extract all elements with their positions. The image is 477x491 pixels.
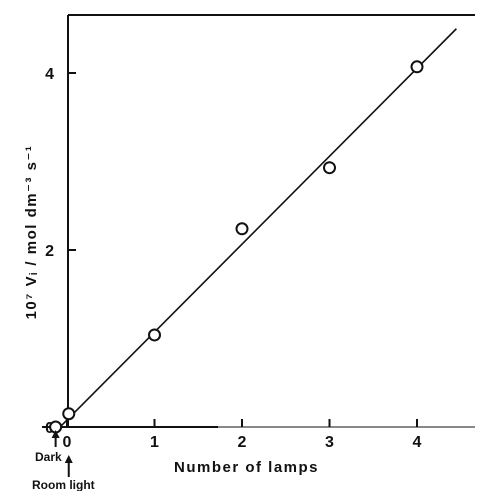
x-tick-label: 3 xyxy=(325,434,334,451)
x-ticks: 0 1 2 3 4 xyxy=(63,419,422,451)
fit-line-group xyxy=(55,28,457,432)
data-point xyxy=(62,407,76,421)
y-axis-title: 10⁷ Vᵢ / mol dm⁻³ s⁻¹ xyxy=(23,145,40,320)
x-tick-label: 4 xyxy=(413,434,422,451)
room-light-arrowhead xyxy=(64,455,73,463)
x-tick-label: 0 xyxy=(63,434,72,451)
dark-arrowhead xyxy=(51,430,60,438)
y-tick-label: 2 xyxy=(45,243,54,260)
data-point xyxy=(235,222,249,236)
y-ticks: 024 xyxy=(45,66,76,437)
data-point xyxy=(148,328,161,342)
data-points xyxy=(49,60,424,434)
x-tick-label: 1 xyxy=(150,434,159,451)
room-light-label: Room light xyxy=(32,478,95,491)
y-tick-label: 4 xyxy=(45,66,54,83)
data-point xyxy=(323,161,336,175)
x-axis-title: Number of lamps xyxy=(174,459,319,476)
dark-label: Dark xyxy=(35,450,62,464)
fit-line xyxy=(55,28,457,432)
data-point xyxy=(410,60,424,74)
x-tick-label: 2 xyxy=(238,434,247,451)
annotations: Dark Room light xyxy=(32,430,95,491)
